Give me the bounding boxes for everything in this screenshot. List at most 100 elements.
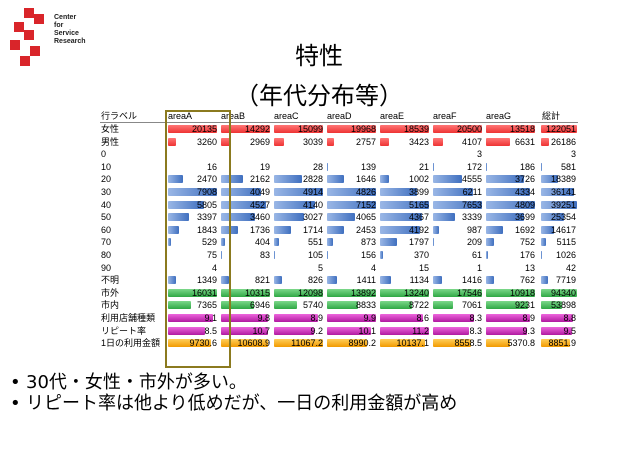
data-bar bbox=[168, 125, 217, 133]
data-cell: 15099 bbox=[297, 124, 323, 134]
data-cell: 20135 bbox=[191, 124, 217, 134]
data-cell: 10918 bbox=[509, 287, 535, 298]
total-bar bbox=[541, 301, 562, 310]
total-cell: 581 bbox=[560, 161, 576, 172]
data-bar bbox=[168, 276, 177, 285]
data-bar bbox=[380, 314, 423, 322]
data-bar bbox=[274, 175, 303, 184]
data-bar bbox=[327, 137, 334, 146]
data-cell: 5805 bbox=[196, 199, 217, 210]
data-cell: 15 bbox=[418, 262, 429, 273]
data-bar bbox=[327, 238, 333, 247]
data-bar bbox=[274, 188, 323, 196]
data-cell: 3260 bbox=[196, 136, 217, 147]
data-cell: 1416 bbox=[461, 275, 482, 286]
row-label: 利用店舗種類 bbox=[101, 313, 156, 323]
data-bar bbox=[433, 175, 463, 184]
total-cell: 42 bbox=[565, 262, 576, 273]
data-bar bbox=[327, 125, 376, 133]
data-cell: 3039 bbox=[302, 136, 323, 147]
total-cell: 122051 bbox=[545, 124, 576, 134]
data-cell: 13240 bbox=[403, 287, 429, 298]
data-cell: 1736 bbox=[249, 224, 270, 235]
data-bar bbox=[327, 225, 344, 234]
table-row: 80 75 83 105 156 370 61 176 1026 bbox=[100, 249, 578, 261]
data-bar bbox=[380, 225, 420, 234]
data-cell: 2969 bbox=[249, 136, 270, 147]
data-cell: 9730.6 bbox=[189, 338, 217, 349]
data-bar bbox=[380, 339, 426, 348]
data-cell: 9.3 bbox=[522, 325, 535, 336]
data-cell: 13518 bbox=[509, 124, 535, 134]
data-cell: 4809 bbox=[514, 199, 535, 210]
table-row: リピート率 8.5 10.7 9.2 10.1 11.2 8.3 9.3 9.5 bbox=[100, 325, 578, 337]
data-cell: 4334 bbox=[514, 187, 535, 197]
total-bar bbox=[541, 175, 558, 184]
total-bar bbox=[541, 238, 546, 247]
data-bar bbox=[433, 225, 440, 234]
data-cell: 18539 bbox=[403, 124, 429, 134]
data-cell: 873 bbox=[360, 237, 376, 248]
total-bar bbox=[541, 288, 577, 297]
data-cell: 2162 bbox=[249, 174, 270, 185]
data-cell: 6631 bbox=[514, 136, 535, 147]
total-cell: 5115 bbox=[556, 237, 576, 248]
data-cell: 8.6 bbox=[416, 313, 429, 323]
data-cell: 11067.2 bbox=[291, 338, 323, 349]
data-cell: 8833 bbox=[355, 300, 376, 311]
data-bar bbox=[221, 301, 254, 310]
data-cell: 4555 bbox=[461, 174, 482, 185]
csr-logo: Center for Service Research bbox=[10, 8, 100, 70]
data-bar bbox=[168, 288, 217, 297]
data-bar bbox=[168, 188, 217, 196]
data-bar bbox=[221, 326, 269, 335]
header-divider bbox=[100, 122, 578, 123]
data-bar bbox=[168, 175, 184, 184]
logo-mark-icon bbox=[10, 8, 44, 66]
data-bar bbox=[433, 125, 482, 133]
data-cell: 19 bbox=[259, 161, 270, 172]
total-bar bbox=[541, 314, 574, 322]
table-row: 20 2470 2162 2828 1646 1002 4555 3726 18389 bbox=[100, 173, 578, 185]
data-bar bbox=[274, 326, 315, 335]
data-bar bbox=[327, 276, 337, 285]
total-cell: 1026 bbox=[555, 250, 576, 260]
data-cell: 4367 bbox=[408, 212, 429, 223]
total-bar bbox=[541, 162, 542, 171]
data-bar bbox=[274, 339, 323, 348]
data-cell: 8.3 bbox=[469, 325, 482, 336]
header-area: areaA bbox=[168, 111, 193, 121]
bullet-item: • 30代・女性・市外が多い。 bbox=[10, 372, 247, 393]
total-cell: 25354 bbox=[550, 212, 576, 223]
data-cell: 209 bbox=[466, 237, 482, 248]
data-cell: 2757 bbox=[355, 136, 376, 147]
data-cell: 8.5 bbox=[204, 325, 217, 336]
data-bar bbox=[327, 251, 328, 259]
slide-subtitle: （年代分布等） bbox=[235, 82, 403, 110]
data-cell: 1797 bbox=[408, 237, 429, 248]
data-bar bbox=[433, 288, 482, 297]
areaA-highlight-box bbox=[165, 110, 231, 368]
data-bar bbox=[221, 314, 268, 322]
row-label: 60 bbox=[101, 224, 112, 235]
header-area: areaG bbox=[486, 111, 512, 121]
data-bar bbox=[380, 213, 422, 222]
data-bar bbox=[433, 326, 470, 335]
data-bar bbox=[433, 137, 443, 146]
data-bar bbox=[433, 276, 443, 285]
data-bar bbox=[168, 326, 206, 335]
data-cell: 1411 bbox=[356, 275, 376, 286]
data-bar bbox=[486, 314, 531, 322]
table-row: 女性 20135 14292 15099 19968 18539 20500 13518 122… bbox=[100, 123, 578, 135]
data-cell: 8.9 bbox=[522, 313, 535, 323]
data-bar bbox=[327, 301, 359, 310]
data-cell: 551 bbox=[307, 237, 323, 248]
data-cell: 5 bbox=[317, 262, 323, 273]
data-bar bbox=[274, 137, 284, 146]
data-cell: 1714 bbox=[302, 224, 323, 235]
row-label: 40 bbox=[101, 199, 112, 210]
total-bar bbox=[541, 251, 543, 259]
data-cell: 3726 bbox=[514, 174, 535, 185]
data-bar bbox=[486, 200, 535, 209]
data-bar bbox=[486, 288, 535, 297]
